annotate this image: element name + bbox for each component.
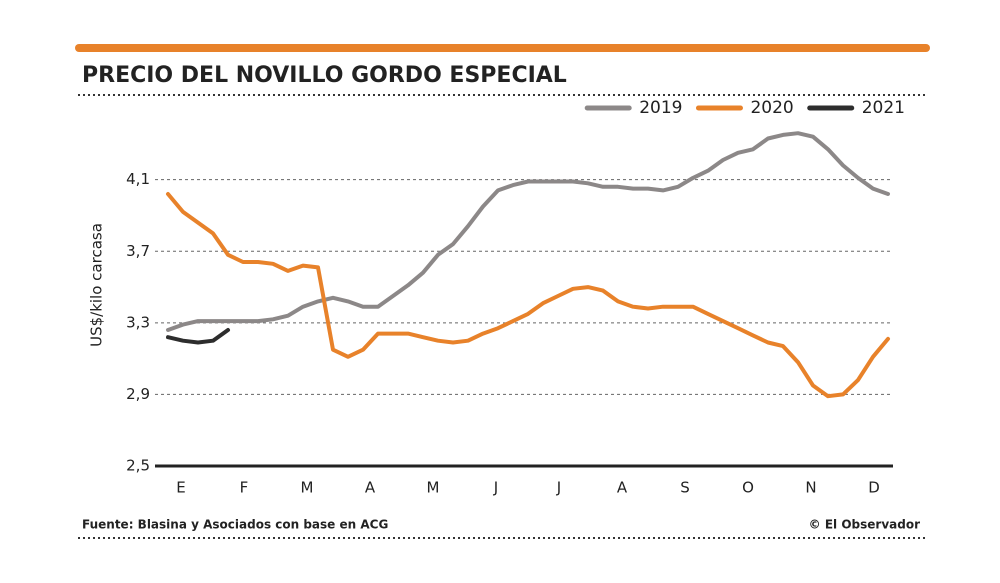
x-tick-label: F bbox=[240, 479, 249, 497]
x-tick-label: M bbox=[301, 479, 314, 497]
source: Fuente: Blasina y Asociados con base en … bbox=[82, 518, 388, 532]
legend-label: 2021 bbox=[862, 98, 905, 118]
top-bar bbox=[75, 44, 930, 52]
series-line bbox=[166, 192, 890, 399]
y-tick-label: 2,9 bbox=[126, 385, 150, 403]
series-line bbox=[166, 131, 890, 332]
chart-title: PRECIO DEL NOVILLO GORDO ESPECIAL bbox=[82, 63, 567, 88]
x-tick-label: J bbox=[493, 479, 498, 497]
x-tick-label: J bbox=[556, 479, 561, 497]
x-tick-label: S bbox=[680, 479, 690, 497]
x-tick-label: O bbox=[742, 479, 754, 497]
y-axis-label: US$/kilo carcasa bbox=[88, 223, 106, 347]
credit: © El Observador bbox=[809, 518, 920, 532]
legend-label: 2020 bbox=[750, 98, 793, 118]
series-line bbox=[166, 328, 230, 345]
y-tick-label: 3,7 bbox=[126, 242, 150, 260]
legend-label: 2019 bbox=[639, 98, 682, 118]
x-tick-label: E bbox=[176, 479, 185, 497]
x-tick-label: D bbox=[868, 479, 880, 497]
y-tick-label: 4,1 bbox=[126, 170, 150, 188]
y-tick-label: 2,5 bbox=[126, 457, 150, 475]
x-tick-label: M bbox=[427, 479, 440, 497]
x-tick-label: A bbox=[365, 479, 376, 497]
y-tick-label: 3,3 bbox=[126, 313, 150, 331]
x-tick-label: N bbox=[805, 479, 816, 497]
x-tick-label: A bbox=[617, 479, 628, 497]
